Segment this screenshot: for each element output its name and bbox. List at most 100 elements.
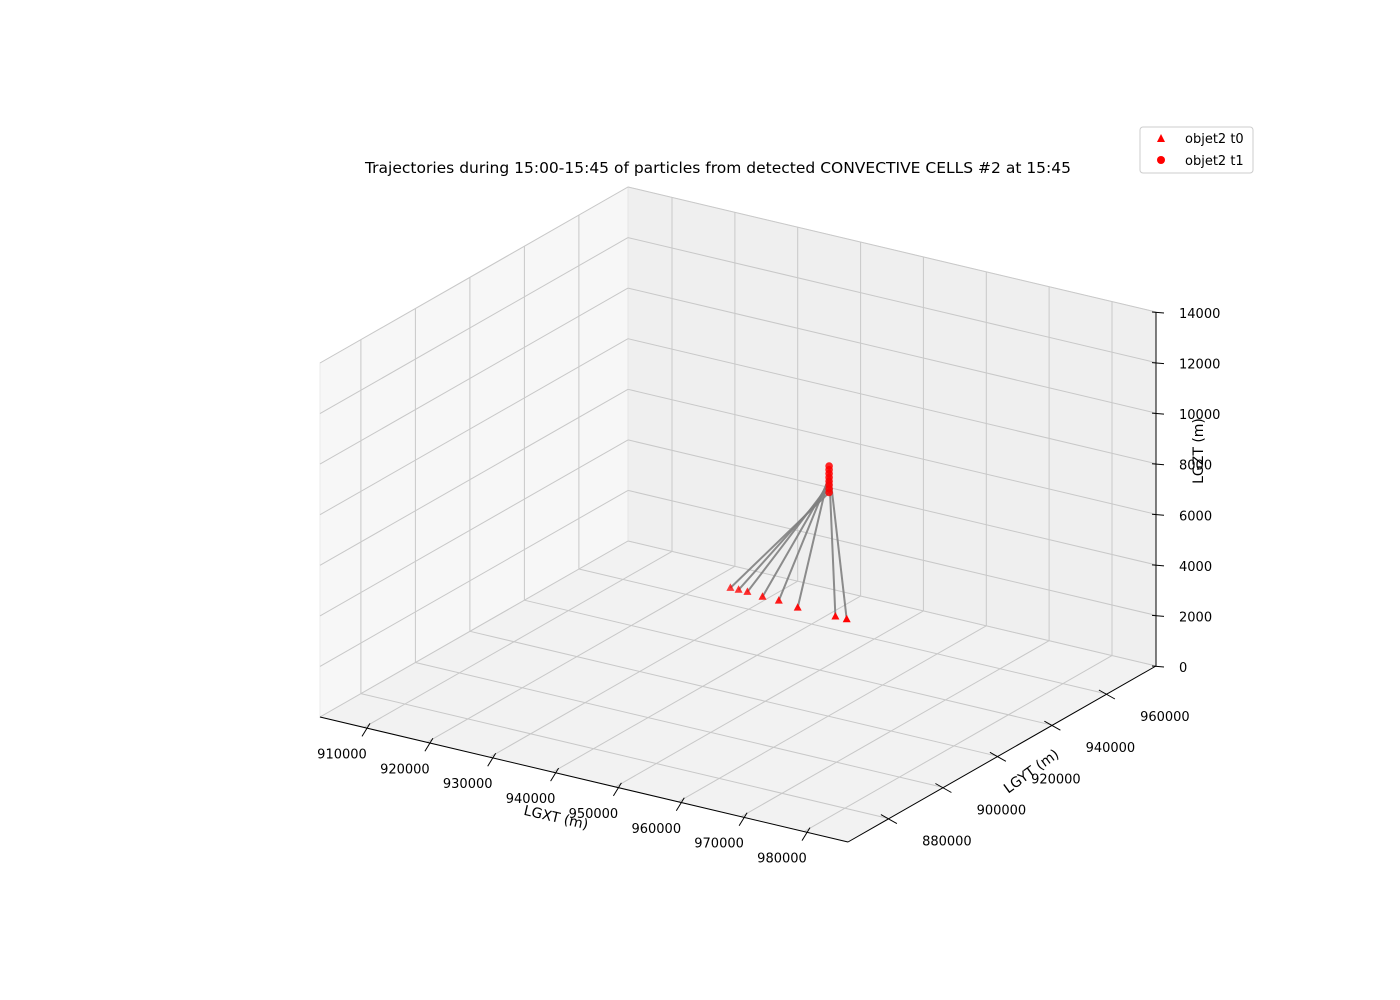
point-t0-7 — [842, 614, 851, 623]
x-axis-line — [319, 716, 849, 843]
x-tick-label-1: 920000 — [380, 762, 430, 777]
legend: objet2 t0 objet2 t1 — [1139, 126, 1254, 174]
trajectory-line-5 — [796, 473, 831, 608]
y-tick-label-4: 960000 — [1140, 710, 1190, 725]
y-tick-label-2: 920000 — [1031, 772, 1081, 787]
z-tick-5 — [1151, 412, 1165, 415]
x-tick-label-4: 950000 — [569, 807, 619, 822]
x-tick-label-3: 940000 — [506, 792, 556, 807]
legend-circle-marker — [1157, 156, 1165, 164]
z-grid-left-7 — [319, 186, 629, 364]
z-tick-2 — [1151, 564, 1165, 567]
chart-title: Trajectories during 15:00-15:45 of parti… — [364, 159, 1071, 177]
x-grid-floor-3 — [552, 595, 861, 773]
z-tick-label-0: 0 — [1179, 661, 1187, 676]
z-grid-left-0 — [319, 540, 629, 718]
z-grid-back-7 — [627, 186, 1157, 313]
x-tick-3 — [550, 767, 560, 782]
z-grid-left-2 — [319, 439, 629, 617]
y-grid-floor-1 — [415, 662, 944, 788]
z-tick-label-4: 8000 — [1179, 459, 1212, 474]
axis-lines — [319, 312, 1157, 843]
z-grid-left-6 — [319, 237, 629, 415]
y-tick-3 — [1044, 720, 1061, 731]
x-tick-label-2: 930000 — [443, 777, 493, 792]
y-tick-label-1: 900000 — [977, 804, 1027, 819]
x-tick-4 — [612, 782, 622, 797]
z-tick-0 — [1151, 665, 1165, 668]
y-tick-label-0: 880000 — [922, 835, 972, 850]
z-grid-back-5 — [627, 287, 1157, 414]
x-tick-label-5: 960000 — [631, 822, 681, 837]
z-axis-title: LGZT (m) — [1191, 418, 1207, 484]
z-tick-label-6: 12000 — [1179, 358, 1220, 373]
point-t0-0 — [726, 583, 735, 591]
y-grid-floor-0 — [360, 693, 890, 820]
x-tick-1 — [424, 738, 434, 752]
y-tick-4 — [1098, 689, 1116, 700]
x-tick-label-6: 970000 — [694, 837, 744, 852]
trajectory-line-4 — [777, 477, 831, 601]
z-grid-back-4 — [627, 338, 1157, 465]
z-grid-back-1 — [627, 489, 1157, 616]
legend-label-t1: objet2 t1 — [1185, 154, 1244, 169]
z-tick-1 — [1151, 614, 1165, 617]
tick-marks — [361, 311, 1165, 841]
point-t0-2 — [743, 587, 752, 595]
point-t0-4 — [774, 596, 783, 604]
tick-labels: 910000 920000 930000 940000 950000 960000 9700… — [317, 307, 1220, 867]
x-grid-floor-7 — [803, 655, 1113, 833]
y-tick-1 — [935, 783, 952, 793]
trajectory-lines — [729, 465, 848, 620]
z-grid-back-2 — [627, 439, 1157, 566]
z-tick-label-7: 14000 — [1179, 307, 1220, 322]
trajectory-line-3 — [761, 480, 830, 598]
x-tick-7 — [801, 827, 811, 841]
z-grid-back-6 — [627, 237, 1157, 364]
x-tick-5 — [675, 797, 685, 812]
z-tick-7 — [1151, 311, 1165, 314]
x-tick-label-0: 910000 — [317, 747, 367, 762]
data-markers — [726, 462, 851, 623]
y-grid-floor-4 — [578, 568, 1108, 695]
y-grid-floor-3 — [524, 599, 1053, 726]
z-tick-label-1: 2000 — [1179, 610, 1212, 625]
x-tick-2 — [487, 752, 497, 767]
z-tick-label-2: 4000 — [1179, 560, 1212, 575]
point-t0-3 — [758, 592, 767, 600]
x-tick-6 — [738, 812, 748, 826]
y-axis-line — [847, 665, 1157, 843]
x-grid-floor-5 — [678, 625, 987, 803]
x-grid-floor-0 — [363, 550, 673, 728]
y-grid-floor-2 — [469, 630, 999, 757]
x-tick-0 — [361, 723, 371, 737]
z-grid-left-3 — [319, 388, 629, 566]
y-tick-2 — [989, 751, 1007, 762]
z-grid-back-3 — [627, 388, 1157, 515]
x-grid-floor-2 — [489, 580, 798, 758]
y-tick-label-3: 940000 — [1086, 741, 1136, 756]
legend-triangle-marker — [1157, 134, 1165, 142]
x-tick-label-7: 980000 — [757, 852, 807, 867]
z-tick-3 — [1151, 513, 1165, 516]
z-grid-back-0 — [627, 540, 1157, 667]
y-tick-0 — [880, 814, 898, 825]
z-grid-left-1 — [319, 489, 629, 667]
z-tick-label-5: 10000 — [1179, 408, 1220, 423]
legend-label-t0: objet2 t0 — [1185, 132, 1244, 147]
point-t1-7 — [825, 462, 833, 470]
z-tick-label-3: 6000 — [1179, 509, 1212, 524]
point-t0-5 — [793, 603, 802, 611]
x-grid-floor-4 — [615, 610, 924, 788]
z-grid-left-5 — [319, 287, 629, 465]
z-tick-6 — [1151, 362, 1165, 365]
z-tick-4 — [1151, 463, 1165, 466]
point-t0-1 — [734, 585, 743, 593]
legend-frame — [1139, 126, 1254, 174]
trajectory-line-2 — [746, 484, 830, 593]
x-grid-floor-1 — [426, 565, 736, 743]
point-t0-6 — [831, 612, 840, 620]
z-grid-left-4 — [319, 338, 629, 516]
grid-lines — [319, 186, 1157, 833]
